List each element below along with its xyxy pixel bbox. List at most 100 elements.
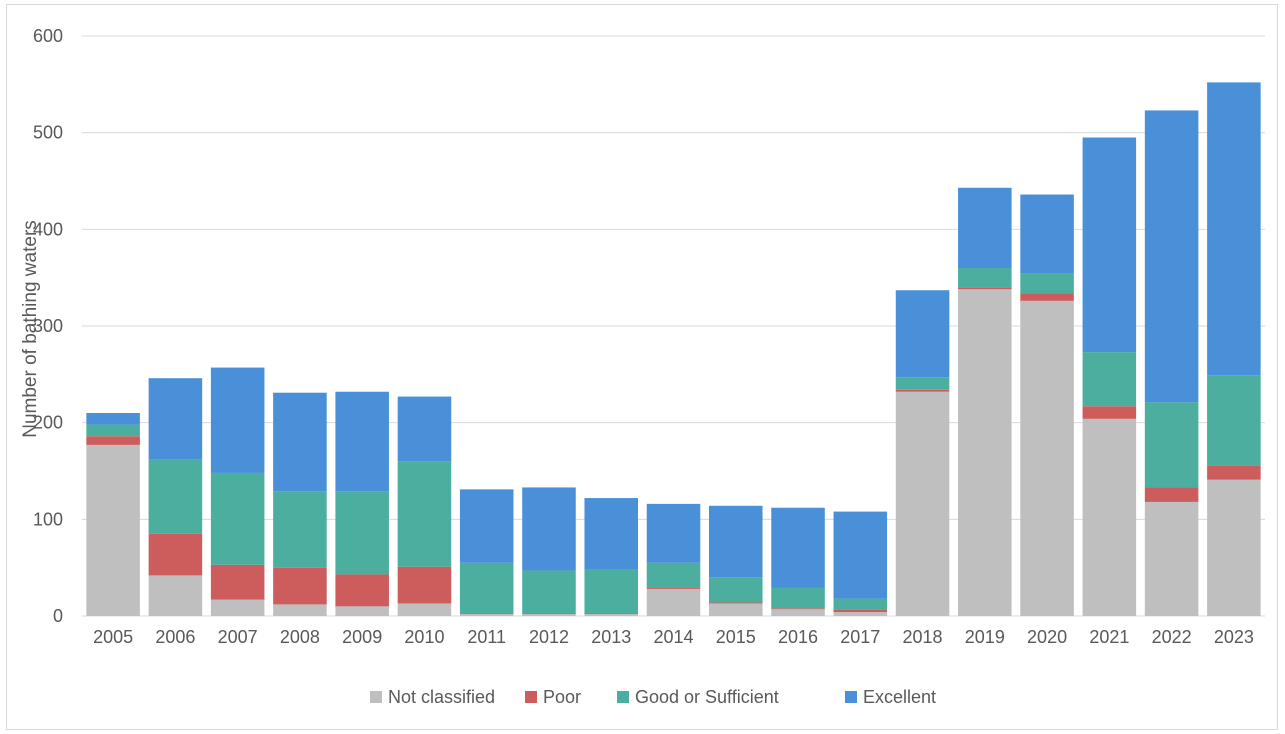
x-tick-label: 2006 <box>155 627 195 647</box>
x-tick-label: 2016 <box>778 627 818 647</box>
chart-frame: 0 100 200 300 400 500 600 2005 2006 2007 2008 2009… <box>6 4 1278 730</box>
bar-segment <box>834 612 888 616</box>
bar-segment <box>398 461 452 566</box>
bar-segment <box>86 445 140 616</box>
bar-segment <box>709 603 763 616</box>
bar-segment <box>335 491 389 574</box>
bar-segment <box>522 571 576 614</box>
x-tick-label: 2022 <box>1152 627 1192 647</box>
legend-swatch <box>617 691 629 703</box>
x-tick-label: 2012 <box>529 627 569 647</box>
legend-swatch <box>845 691 857 703</box>
x-tick-label: 2008 <box>280 627 320 647</box>
bar-segment <box>1020 301 1074 616</box>
bar-segment <box>273 568 327 605</box>
bar-segment <box>584 498 638 570</box>
bar-segment <box>522 614 576 616</box>
bar-segment <box>211 600 265 616</box>
bar-segment <box>958 287 1012 289</box>
bar-segment <box>1020 195 1074 274</box>
stacked-bar-chart: 0 100 200 300 400 500 600 2005 2006 2007 2008 2009… <box>7 5 1279 731</box>
legend-item: Good or Sufficient <box>617 687 779 707</box>
bar-segment <box>398 397 452 462</box>
bar-segment <box>709 577 763 602</box>
bar-segment <box>1083 406 1137 419</box>
bar-segment <box>896 290 950 377</box>
bar-segment <box>1020 293 1074 301</box>
y-axis-title: Number of bathing waters <box>20 220 41 438</box>
bar-segment <box>647 588 701 589</box>
bar-segment <box>1083 352 1137 406</box>
bar-segment <box>149 378 203 459</box>
y-tick-label: 100 <box>33 509 63 529</box>
bar-segment <box>86 413 140 425</box>
x-tick-label: 2023 <box>1214 627 1254 647</box>
bar-segment <box>86 425 140 437</box>
bar-segment <box>1207 480 1261 616</box>
bar-segment <box>834 512 888 599</box>
bar-segment <box>896 390 950 392</box>
bar-segment <box>584 613 638 614</box>
bar-segment <box>1207 465 1261 480</box>
legend-item: Not classified <box>370 687 495 707</box>
bar-segment <box>771 588 825 608</box>
bar-segment <box>647 563 701 588</box>
bar-segment <box>771 608 825 609</box>
x-tick-label: 2010 <box>404 627 444 647</box>
x-tick-label: 2007 <box>218 627 258 647</box>
bar-segment <box>460 613 514 614</box>
bar-segment <box>149 575 203 616</box>
bar-segment <box>460 563 514 613</box>
x-tick-label: 2005 <box>93 627 133 647</box>
bar-segment <box>522 487 576 570</box>
bar-segment <box>211 473 265 565</box>
bar-segment <box>1145 110 1199 402</box>
bar-segment <box>273 604 327 616</box>
bar-segment <box>149 459 203 533</box>
x-tick-label: 2009 <box>342 627 382 647</box>
x-tick-label: 2011 <box>467 627 506 647</box>
x-tick-label: 2021 <box>1089 627 1129 647</box>
bar-segment <box>86 436 140 445</box>
legend-swatch <box>370 691 382 703</box>
legend-item: Poor <box>525 687 581 707</box>
x-tick-label: 2017 <box>840 627 880 647</box>
bar-segment <box>1083 419 1137 616</box>
bar-segment <box>1145 402 1199 487</box>
legend-label: Not classified <box>388 687 495 707</box>
legend-label: Excellent <box>863 687 936 707</box>
legend: Not classified Poor Good or Sufficient Exce… <box>370 687 936 707</box>
x-tick-label: 2019 <box>965 627 1005 647</box>
bar-segment <box>335 574 389 606</box>
bar-segment <box>398 603 452 616</box>
bar-segment <box>834 599 888 610</box>
bar-segment <box>522 613 576 614</box>
bar-segment <box>1083 138 1137 353</box>
bar-segment <box>771 609 825 616</box>
bar-segment <box>1207 375 1261 465</box>
y-tick-label: 600 <box>33 26 63 46</box>
bar-segment <box>1207 82 1261 375</box>
y-tick-label: 500 <box>33 123 63 143</box>
bar-segment <box>211 368 265 473</box>
legend-label: Poor <box>543 687 581 707</box>
x-tick-label: 2015 <box>716 627 756 647</box>
bar-segment <box>584 570 638 614</box>
bar-segment <box>335 392 389 492</box>
x-tick-label: 2020 <box>1027 627 1067 647</box>
bar-segment <box>460 614 514 616</box>
bar-segment <box>1145 502 1199 616</box>
x-tick-label: 2014 <box>653 627 693 647</box>
bar-segment <box>958 188 1012 268</box>
bar-segment <box>335 606 389 616</box>
bar-segment <box>460 489 514 562</box>
bar-segment <box>647 589 701 616</box>
bar-segment <box>1020 274 1074 293</box>
bar-segment <box>398 567 452 604</box>
x-tick-label: 2013 <box>591 627 631 647</box>
bar-segment <box>896 377 950 390</box>
bar-segment <box>273 491 327 567</box>
bar-segment <box>211 565 265 600</box>
legend-label: Good or Sufficient <box>635 687 779 707</box>
x-axis-ticks: 2005 2006 2007 2008 2009 2010 2011 2012 2013 2014… <box>93 627 1254 647</box>
